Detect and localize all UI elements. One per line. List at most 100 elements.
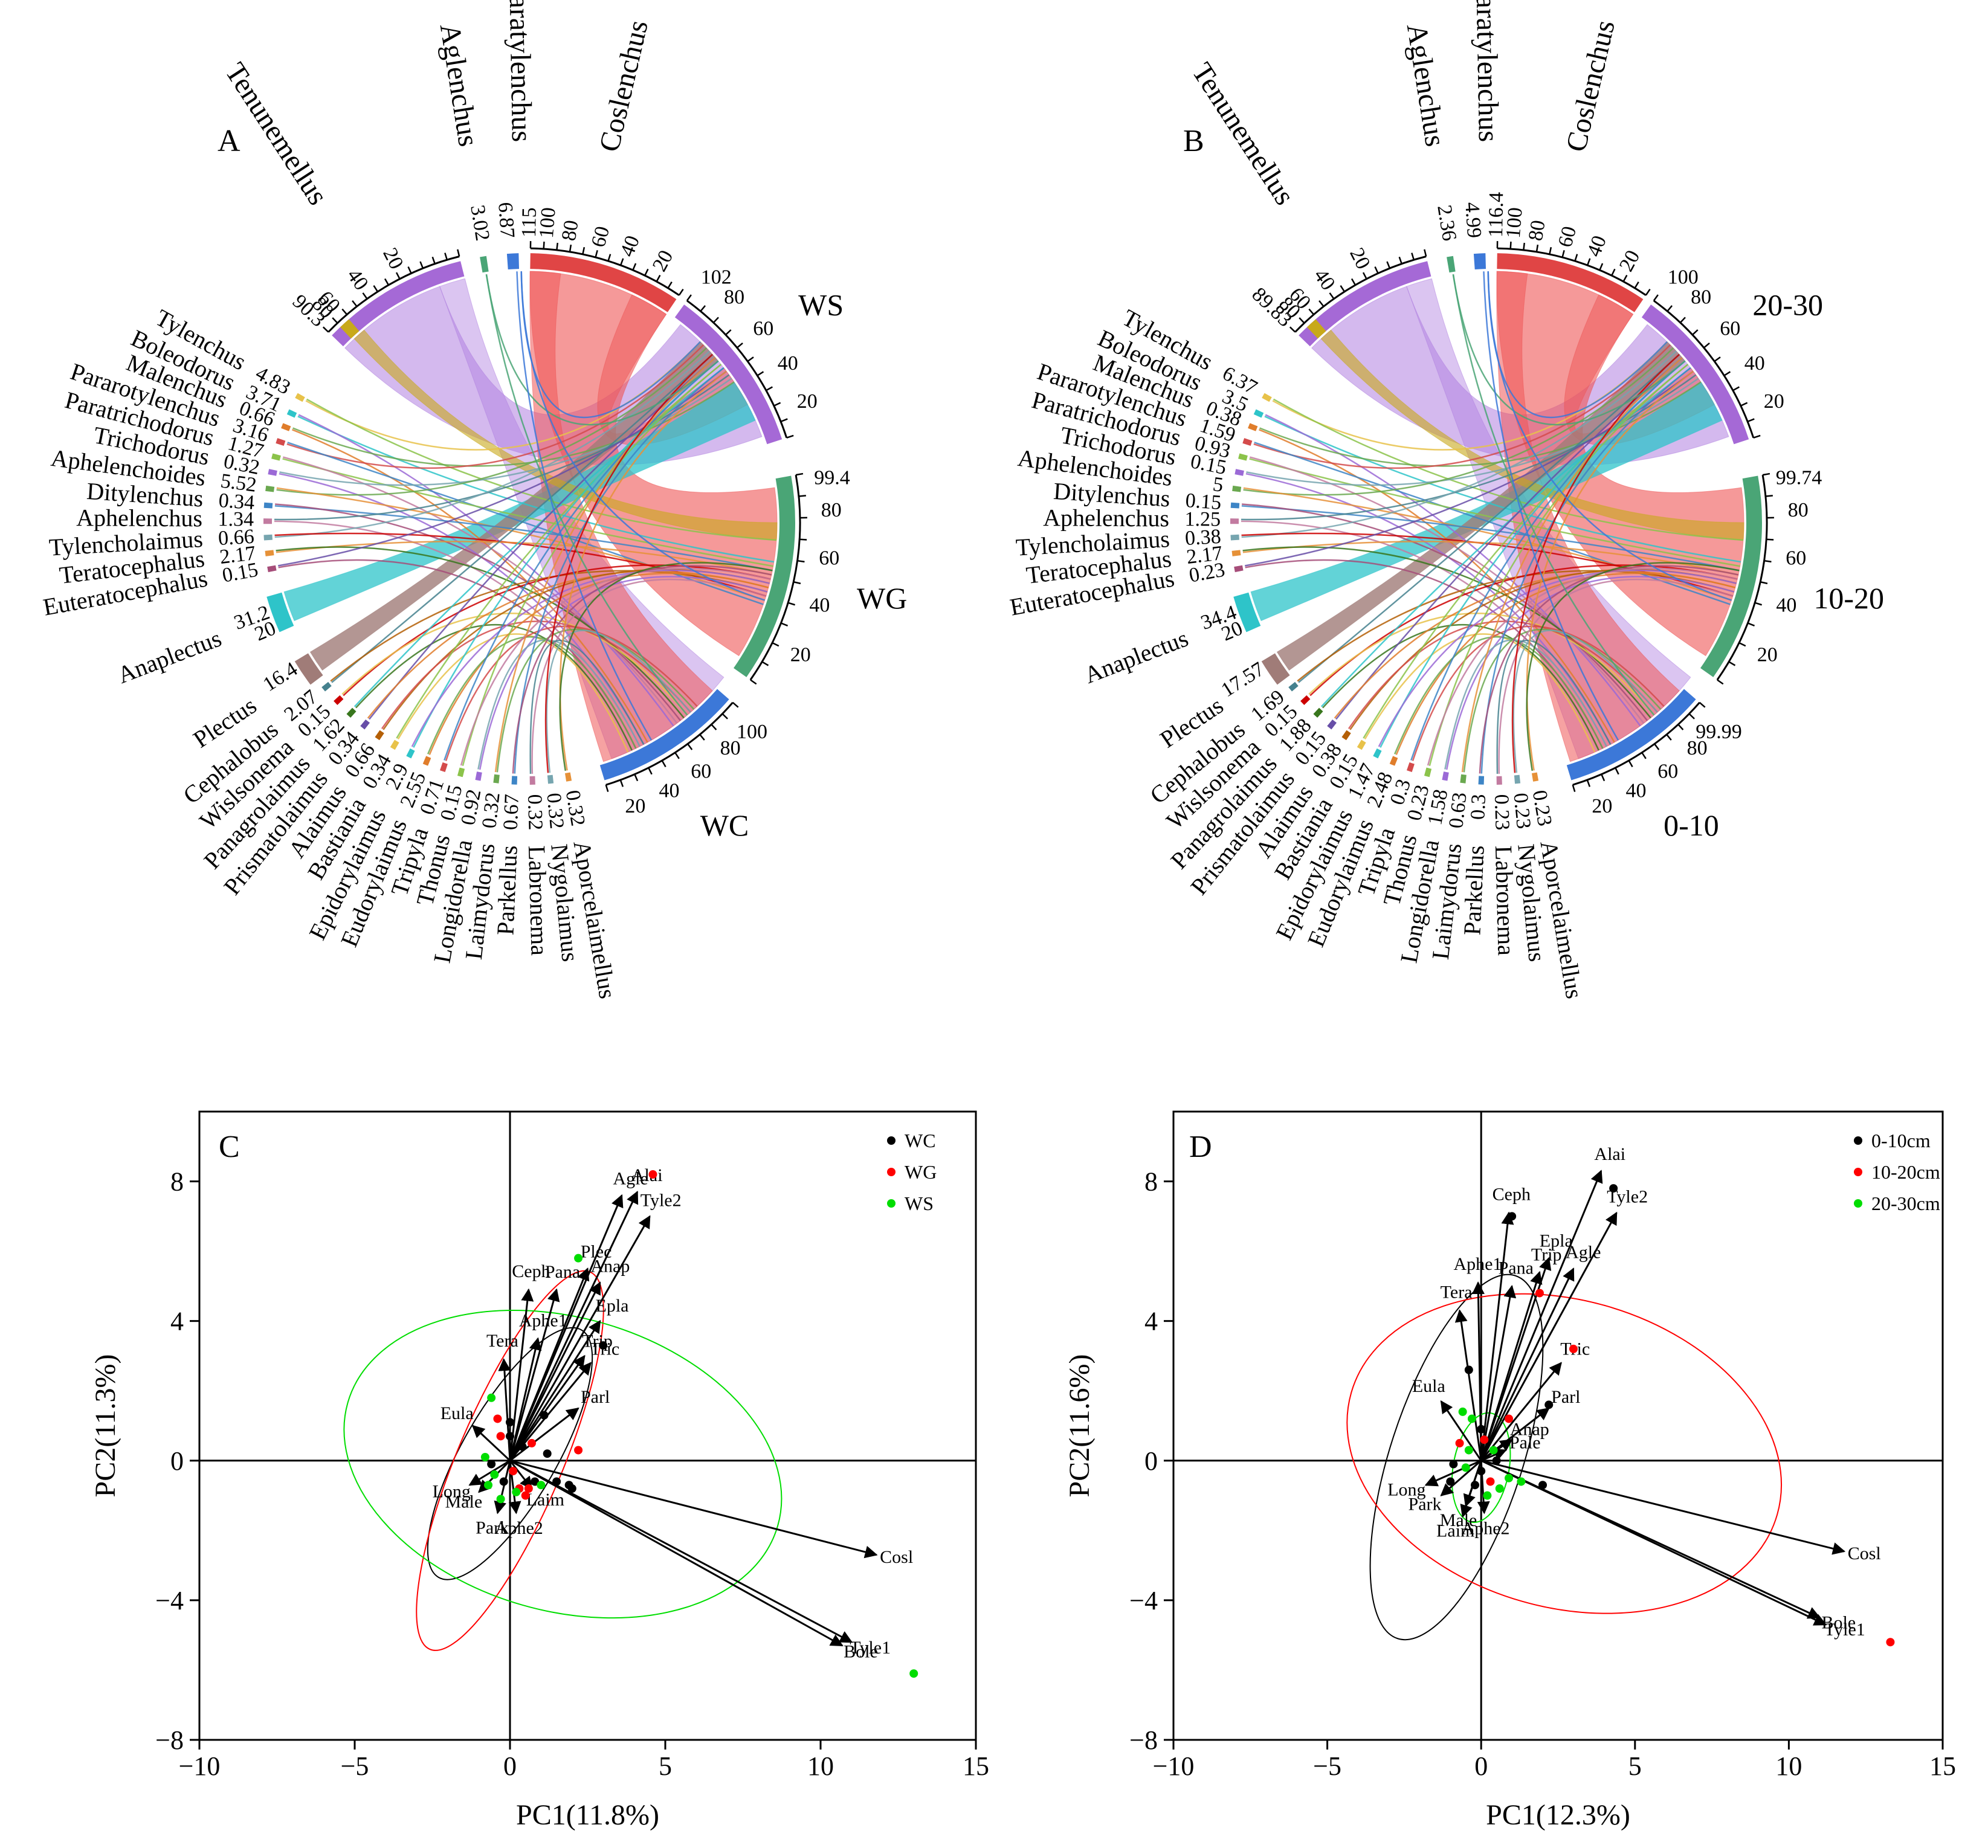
genus-tick — [1299, 317, 1305, 324]
pca-biplot-c: C −10 −5 0 5 10 15 −8 −4 0 4 8 PC1(11.8%) PC2(11.3%)… — [89, 1110, 989, 1831]
genus-tick — [1351, 278, 1357, 286]
vector-label: Park — [476, 1518, 509, 1537]
chord-thread — [1322, 623, 1599, 751]
loading-vector — [509, 1460, 853, 1643]
chord-thread — [1452, 274, 1655, 716]
sample-point — [1458, 1407, 1467, 1416]
sample-point — [493, 1414, 502, 1423]
group-tick — [1586, 779, 1591, 787]
genus-tick — [644, 268, 649, 276]
vector-label: Eula — [441, 1403, 474, 1423]
genus-tick — [431, 256, 436, 265]
chord-thread — [485, 274, 688, 716]
chord-thread — [1259, 429, 1615, 743]
arc-segment-panagrolaimus — [1313, 707, 1323, 718]
genus-value-plectus: 17.57 — [1218, 658, 1268, 701]
group-tick — [605, 784, 609, 793]
y-tick-label: −8 — [155, 1725, 184, 1755]
genus-tick — [1289, 326, 1296, 333]
sample-point — [499, 1477, 508, 1486]
genus-tick — [667, 281, 673, 289]
y-tick-label: 4 — [1144, 1307, 1158, 1336]
sample-point — [1492, 1456, 1501, 1465]
x-tick-label: 10 — [807, 1751, 834, 1781]
chord-thread — [1363, 364, 1689, 739]
genus-scale-label: 40 — [616, 233, 644, 260]
genus-tick — [1611, 268, 1616, 276]
arc-segment-nygolaimus — [1514, 774, 1521, 784]
group-tick — [780, 418, 788, 423]
group-tick-label: 80 — [720, 737, 741, 759]
group-tick — [1764, 559, 1772, 563]
chord-thread — [276, 487, 766, 601]
chord-diagram-a: A 10280604020WS99.480604020WG10080604020… — [41, 0, 908, 1000]
group-tick — [732, 701, 739, 708]
arc-segment-tylenchus — [340, 319, 360, 339]
group-max-label: 99.4 — [814, 467, 850, 489]
genus-value-parkellus: 0.67 — [500, 794, 524, 831]
sample-point — [1467, 1414, 1476, 1423]
sample-point — [490, 1470, 499, 1479]
group-tick — [661, 760, 666, 767]
chord-thread — [276, 546, 685, 719]
panel-letter-b: B — [1183, 124, 1204, 158]
genus-tick — [1535, 244, 1539, 253]
group-tick-label: 20 — [790, 644, 811, 666]
loading-vector — [1454, 1309, 1482, 1461]
group-tick — [1615, 767, 1619, 775]
loading-vector — [509, 1215, 651, 1461]
arc-segment-pararotylenchus — [1242, 438, 1253, 446]
genus-value-parkellus: 0.3 — [1467, 794, 1490, 820]
x-tick-label: 5 — [659, 1751, 672, 1781]
arc-segment-trichodorus — [1234, 469, 1244, 476]
genus-scale-label: 115 — [518, 207, 541, 237]
sample-point — [1505, 1473, 1514, 1483]
confidence-ellipse — [343, 1309, 783, 1619]
sample-point — [512, 1487, 521, 1496]
sample-point — [484, 1481, 493, 1490]
arc-segment-laimydorus — [1460, 774, 1467, 784]
group-tick-label: 60 — [691, 760, 711, 782]
chord-thread — [1483, 271, 1619, 741]
sample-point — [1483, 1491, 1492, 1500]
group-tick — [747, 356, 754, 362]
group-tick — [786, 434, 794, 439]
arc-segment-coslenchus — [530, 253, 677, 312]
sample-point — [1495, 1484, 1504, 1493]
chord-ribbon-plectus — [1276, 341, 1686, 671]
group-tick — [1754, 602, 1763, 606]
arc-segment-malenchus — [1248, 423, 1258, 431]
y-tick-label: 0 — [170, 1446, 184, 1476]
chord-thread — [1242, 503, 1648, 721]
arc-segment-tenunemellus — [1299, 261, 1431, 347]
genus-axis — [1294, 256, 1427, 333]
group-tick — [1688, 713, 1695, 720]
legend-marker — [1854, 1168, 1862, 1176]
chord-thread — [298, 414, 674, 727]
vector-label: Aphe1 — [1453, 1254, 1502, 1274]
sample-point — [552, 1477, 561, 1486]
loading-vector — [1480, 1362, 1562, 1461]
sample-point — [496, 1495, 505, 1504]
panel-letter-d: D — [1189, 1130, 1212, 1164]
sample-point — [518, 1442, 527, 1451]
sample-point — [1464, 1365, 1473, 1374]
chord-thread — [1428, 364, 1689, 767]
genus-tick — [1329, 292, 1335, 300]
group-tick — [1641, 752, 1647, 759]
vector-label: Trip — [582, 1331, 613, 1351]
chord-thread — [1511, 353, 1680, 773]
genus-tick — [1340, 285, 1346, 292]
group-label: 10-20 — [1813, 581, 1884, 615]
group-tick — [1762, 472, 1770, 476]
loading-vector — [494, 1460, 511, 1515]
group-tick-label: 60 — [1786, 547, 1806, 569]
genus-scale-label: 100 — [1502, 207, 1527, 239]
arc-segment-eudorylaimus — [1389, 756, 1398, 766]
sample-point — [1486, 1477, 1495, 1486]
group-axis — [686, 300, 788, 439]
chord-thread — [1242, 541, 1739, 576]
vector-label: Tyle1 — [1824, 1620, 1865, 1640]
arc-segment-tylenchus — [1262, 393, 1272, 402]
genus-label-aglenchus: Aglenchus — [1401, 21, 1451, 149]
